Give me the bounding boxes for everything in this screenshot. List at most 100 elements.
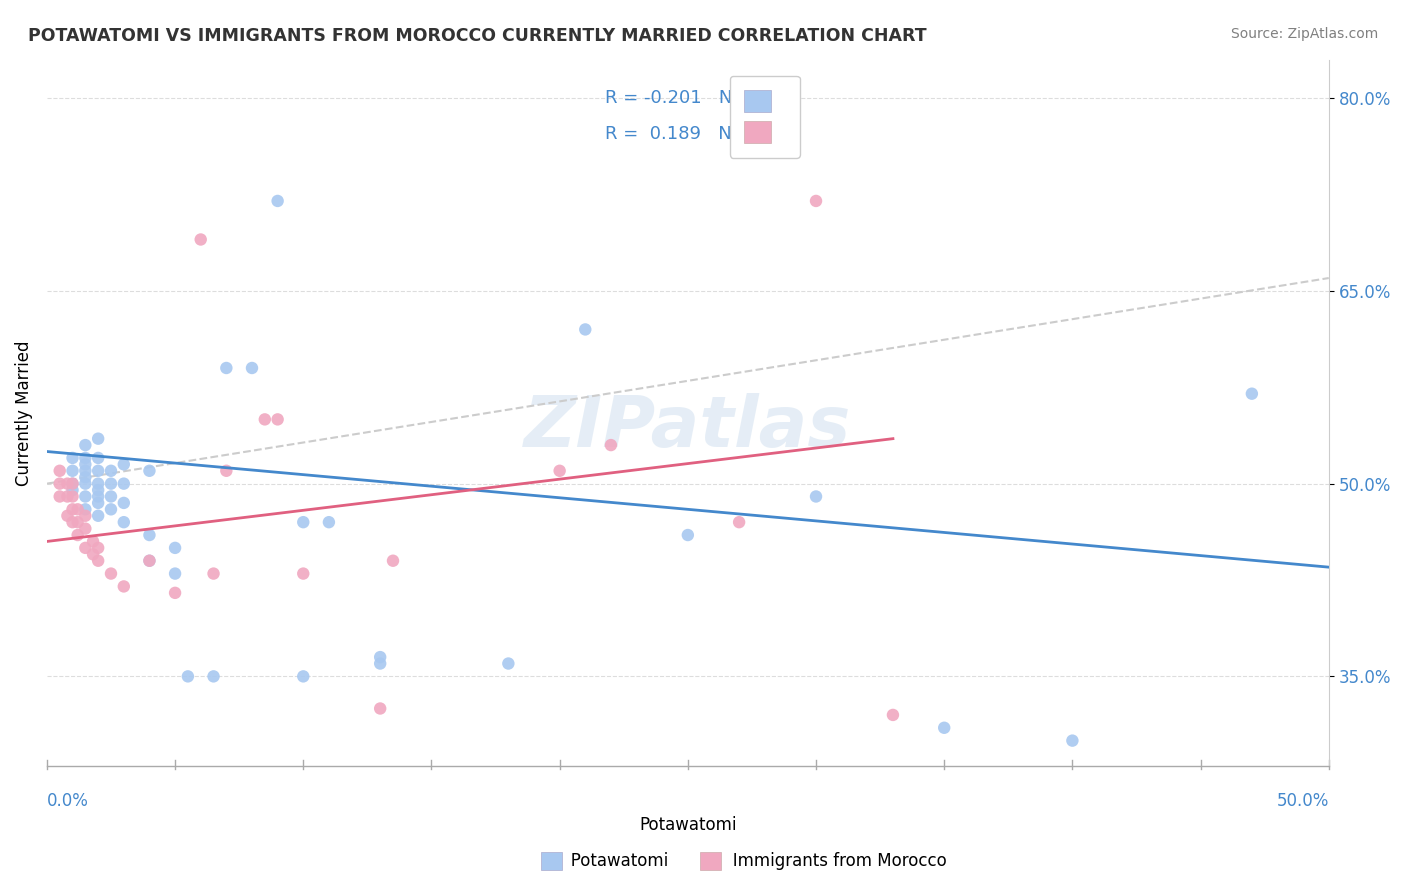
Point: [804, 490, 827, 504]
Bar: [700, 852, 721, 870]
Point: [75, 522, 97, 536]
Point: [202, 669, 225, 683]
Bar: [541, 852, 562, 870]
Point: [215, 361, 238, 376]
Point: [56, 476, 79, 491]
Point: [87, 450, 110, 465]
Point: [75, 470, 97, 484]
Point: [100, 566, 122, 581]
Point: [548, 464, 571, 478]
Point: [600, 438, 623, 452]
Text: Potawatomi: Potawatomi: [555, 852, 669, 870]
Point: [56, 508, 79, 523]
Text: 50.0%: 50.0%: [1277, 792, 1329, 810]
Text: Immigrants from Morocco: Immigrants from Morocco: [717, 852, 946, 870]
Point: [87, 541, 110, 555]
Point: [62, 476, 84, 491]
Point: [87, 554, 110, 568]
Point: [100, 464, 122, 478]
Point: [66, 515, 89, 529]
Legend: , : ,: [730, 76, 800, 158]
Point: [934, 721, 956, 735]
Point: [574, 322, 596, 336]
Point: [87, 432, 110, 446]
Point: [368, 657, 391, 671]
Point: [56, 490, 79, 504]
Point: [75, 476, 97, 491]
Point: [112, 579, 135, 593]
Text: R =  0.189   N = 37: R = 0.189 N = 37: [605, 125, 780, 143]
Point: [75, 464, 97, 478]
Point: [882, 707, 904, 722]
Point: [190, 232, 212, 246]
Point: [165, 566, 187, 581]
Point: [1062, 733, 1084, 747]
Point: [498, 657, 520, 671]
Text: R = -0.201   N = 50: R = -0.201 N = 50: [605, 89, 782, 107]
Point: [75, 458, 97, 472]
Point: [75, 502, 97, 516]
Point: [75, 438, 97, 452]
Point: [82, 547, 104, 561]
Point: [62, 515, 84, 529]
Point: [292, 669, 315, 683]
Point: [87, 490, 110, 504]
Point: [100, 476, 122, 491]
Point: [138, 464, 160, 478]
Point: [62, 476, 84, 491]
Point: [75, 490, 97, 504]
Point: [48, 490, 70, 504]
Text: POTAWATOMI VS IMMIGRANTS FROM MOROCCO CURRENTLY MARRIED CORRELATION CHART: POTAWATOMI VS IMMIGRANTS FROM MOROCCO CU…: [28, 27, 927, 45]
Point: [87, 464, 110, 478]
Text: ZIPatlas: ZIPatlas: [524, 392, 852, 461]
Point: [138, 528, 160, 542]
Point: [292, 566, 315, 581]
Point: [87, 476, 110, 491]
Point: [48, 464, 70, 478]
Point: [75, 508, 97, 523]
Point: [240, 361, 263, 376]
Text: Source: ZipAtlas.com: Source: ZipAtlas.com: [1230, 27, 1378, 41]
Point: [165, 541, 187, 555]
Point: [138, 554, 160, 568]
Point: [62, 483, 84, 497]
Point: [368, 701, 391, 715]
Point: [87, 483, 110, 497]
Point: [75, 450, 97, 465]
Point: [62, 502, 84, 516]
Point: [62, 450, 84, 465]
Point: [266, 194, 288, 208]
Point: [253, 412, 276, 426]
Point: [266, 412, 288, 426]
Point: [100, 490, 122, 504]
Point: [138, 554, 160, 568]
Point: [112, 515, 135, 529]
Point: [804, 194, 827, 208]
Point: [292, 515, 315, 529]
Point: [62, 464, 84, 478]
Point: [75, 541, 97, 555]
Point: [100, 502, 122, 516]
Point: [215, 464, 238, 478]
Point: [66, 528, 89, 542]
Point: [48, 476, 70, 491]
Point: [82, 534, 104, 549]
Point: [728, 515, 751, 529]
Point: [66, 502, 89, 516]
Point: [112, 496, 135, 510]
Point: [382, 554, 405, 568]
Point: [112, 458, 135, 472]
Point: [202, 566, 225, 581]
Point: [165, 586, 187, 600]
Point: [87, 508, 110, 523]
Point: [368, 650, 391, 665]
Y-axis label: Currently Married: Currently Married: [15, 340, 32, 486]
Point: [318, 515, 340, 529]
Point: [1240, 386, 1263, 401]
Point: [112, 476, 135, 491]
Point: [676, 528, 699, 542]
Text: Potawatomi: Potawatomi: [640, 816, 737, 834]
Point: [62, 490, 84, 504]
Point: [87, 496, 110, 510]
Point: [177, 669, 200, 683]
